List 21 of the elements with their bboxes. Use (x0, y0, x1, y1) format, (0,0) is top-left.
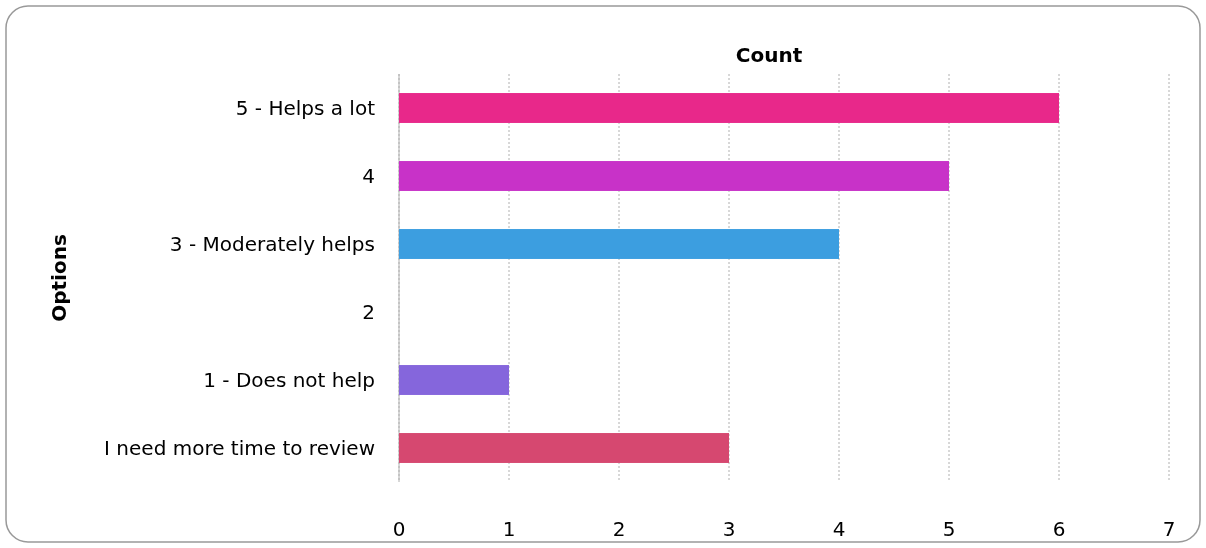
bar (399, 433, 729, 463)
y-tick-label: 2 (362, 300, 375, 324)
y-tick-label: 1 - Does not help (203, 368, 375, 392)
y-tick-label: I need more time to review (104, 436, 375, 460)
x-tick-label: 0 (392, 517, 406, 541)
x-tick-label: 6 (1052, 517, 1066, 541)
y-tick-label: 4 (362, 164, 375, 188)
bar (399, 93, 1059, 123)
x-tick-label: 7 (1162, 517, 1176, 541)
y-tick-label: 3 - Moderately helps (169, 232, 375, 256)
x-tick-label: 1 (502, 517, 516, 541)
y-axis-title: Options (47, 234, 71, 322)
x-tick-label: 4 (832, 517, 846, 541)
x-axis-title: Count (735, 43, 803, 67)
bar (399, 229, 839, 259)
bar (399, 365, 509, 395)
x-tick-label: 3 (722, 517, 736, 541)
x-tick-label: 5 (942, 517, 956, 541)
x-tick-label: 2 (612, 517, 626, 541)
bar (399, 161, 949, 191)
y-tick-label: 5 - Helps a lot (235, 96, 376, 120)
